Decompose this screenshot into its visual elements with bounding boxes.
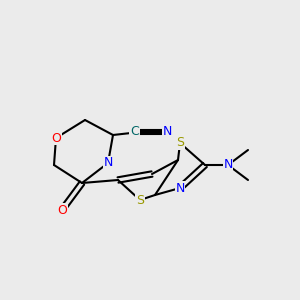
Text: N: N: [103, 157, 113, 169]
Text: N: N: [175, 182, 185, 194]
Text: N: N: [163, 125, 172, 139]
Text: N: N: [223, 158, 233, 172]
Text: O: O: [51, 131, 61, 145]
Text: C: C: [130, 125, 139, 139]
Text: O: O: [57, 203, 67, 217]
Text: S: S: [136, 194, 144, 206]
Text: S: S: [176, 136, 184, 149]
